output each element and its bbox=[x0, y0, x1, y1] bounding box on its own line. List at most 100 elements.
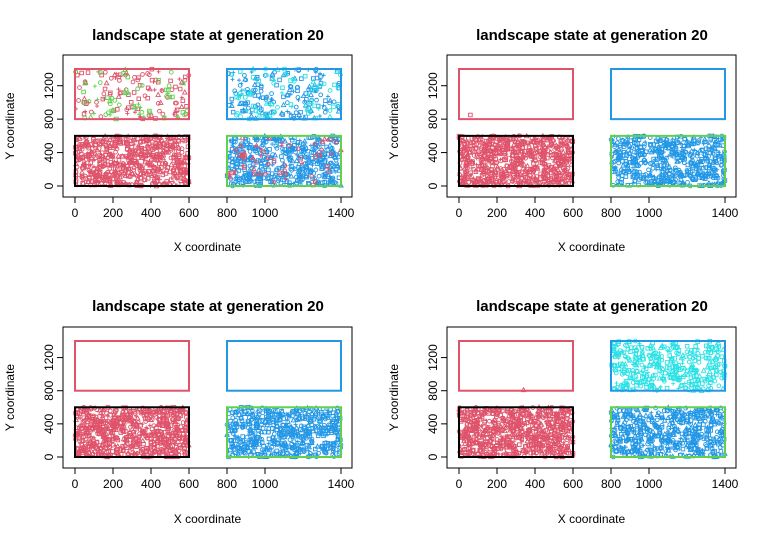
data-point bbox=[298, 156, 303, 162]
data-point bbox=[109, 171, 116, 177]
data-point bbox=[285, 153, 292, 159]
data-point bbox=[470, 175, 477, 182]
data-point bbox=[151, 153, 156, 158]
data-point bbox=[299, 76, 304, 81]
data-point bbox=[230, 109, 236, 115]
data-point bbox=[526, 145, 532, 151]
data-point bbox=[141, 139, 146, 144]
data-point bbox=[80, 163, 86, 169]
data-point bbox=[102, 69, 108, 75]
data-point bbox=[684, 171, 691, 177]
data-point bbox=[614, 140, 620, 146]
data-point bbox=[334, 139, 339, 145]
data-point bbox=[329, 145, 335, 151]
data-point bbox=[125, 74, 131, 80]
data-point bbox=[89, 436, 95, 441]
data-point bbox=[177, 77, 182, 82]
data-point bbox=[293, 110, 299, 116]
x-tick-label: 0 bbox=[456, 206, 463, 220]
data-point bbox=[233, 169, 238, 174]
data-point bbox=[321, 103, 326, 108]
y-tick-label: 800 bbox=[426, 109, 440, 129]
data-point bbox=[468, 150, 473, 155]
data-point bbox=[256, 112, 263, 118]
y-tick-label: 400 bbox=[426, 142, 440, 162]
data-point bbox=[667, 171, 672, 176]
data-point bbox=[242, 88, 247, 93]
data-point bbox=[494, 151, 499, 157]
y-tick-label: 0 bbox=[42, 182, 56, 189]
data-point bbox=[240, 434, 245, 439]
data-point bbox=[126, 160, 132, 166]
data-point bbox=[303, 164, 310, 171]
data-point bbox=[505, 143, 510, 148]
data-point bbox=[476, 164, 481, 169]
data-point bbox=[694, 166, 699, 171]
data-point bbox=[326, 169, 331, 175]
data-point bbox=[635, 172, 641, 177]
data-point bbox=[269, 71, 276, 77]
data-point bbox=[173, 157, 179, 162]
data-point bbox=[137, 170, 144, 177]
data-point bbox=[479, 160, 485, 165]
data-point bbox=[106, 142, 113, 148]
data-point bbox=[690, 162, 696, 168]
data-point bbox=[509, 175, 516, 181]
y-tick-label: 400 bbox=[42, 414, 56, 434]
data-point bbox=[233, 179, 239, 185]
data-point bbox=[493, 156, 498, 162]
data-point bbox=[288, 173, 295, 179]
data-point bbox=[146, 162, 151, 167]
data-point bbox=[128, 424, 133, 430]
data-point bbox=[324, 144, 329, 150]
data-point bbox=[133, 435, 139, 441]
data-point bbox=[133, 158, 138, 164]
data-point bbox=[141, 441, 146, 447]
data-point bbox=[313, 154, 318, 159]
data-point bbox=[512, 177, 517, 182]
data-point bbox=[302, 98, 307, 103]
data-point bbox=[680, 159, 685, 164]
data-point bbox=[79, 146, 85, 152]
data-point bbox=[183, 154, 188, 159]
y-axis-label: Y coordinate bbox=[387, 364, 401, 431]
data-point bbox=[126, 146, 133, 153]
data-point bbox=[335, 153, 342, 159]
data-point bbox=[114, 139, 119, 144]
data-point bbox=[241, 163, 246, 168]
x-tick-label: 800 bbox=[601, 477, 621, 491]
data-point bbox=[673, 157, 678, 162]
data-point bbox=[492, 160, 498, 166]
data-point bbox=[498, 157, 503, 162]
data-point bbox=[680, 155, 685, 160]
data-point bbox=[695, 174, 702, 180]
data-point bbox=[325, 164, 330, 169]
x-tick-label: 0 bbox=[72, 477, 79, 491]
data-point bbox=[510, 136, 516, 142]
data-point bbox=[718, 163, 724, 168]
data-point bbox=[236, 100, 243, 106]
data-point bbox=[93, 425, 98, 431]
data-point bbox=[134, 414, 141, 421]
data-point bbox=[274, 146, 280, 151]
data-point bbox=[321, 105, 327, 110]
x-tick-label: 800 bbox=[217, 206, 237, 220]
data-point bbox=[286, 142, 292, 148]
data-point bbox=[287, 180, 292, 185]
data-point bbox=[503, 157, 509, 163]
data-point bbox=[90, 171, 95, 177]
data-point bbox=[266, 155, 271, 160]
data-point bbox=[233, 147, 238, 153]
data-point bbox=[719, 136, 726, 142]
data-point bbox=[266, 135, 273, 142]
data-point bbox=[705, 179, 712, 186]
data-point bbox=[111, 71, 118, 78]
data-point bbox=[311, 158, 316, 163]
data-point bbox=[182, 448, 187, 454]
data-point bbox=[280, 141, 285, 146]
data-point bbox=[550, 143, 555, 148]
data-point bbox=[118, 141, 123, 146]
patch-outline-top-right bbox=[226, 340, 342, 392]
data-point bbox=[680, 149, 686, 154]
data-point bbox=[182, 163, 188, 169]
